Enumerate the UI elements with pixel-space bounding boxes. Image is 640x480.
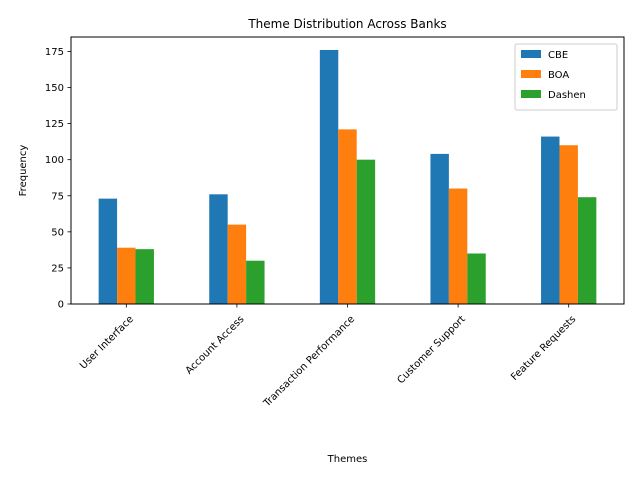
bar-cbe-5 bbox=[541, 136, 560, 304]
bar-boa-4 bbox=[448, 188, 468, 304]
bar-cbe-2 bbox=[209, 194, 228, 304]
bar-dashen-2 bbox=[246, 260, 265, 304]
y-tick-label-7: 175 bbox=[45, 47, 64, 58]
bar-boa-5 bbox=[559, 145, 578, 304]
bar-cbe-3 bbox=[319, 49, 339, 304]
y-tick-label-4: 100 bbox=[45, 155, 64, 166]
y-tick-label-0: 0 bbox=[58, 300, 64, 311]
x-axis-label: Themes bbox=[327, 454, 368, 465]
bar-boa-3 bbox=[338, 129, 357, 304]
x-tick-label-3: Transaction Performance bbox=[261, 314, 357, 410]
y-axis-label: Frequency bbox=[18, 145, 29, 197]
legend-swatch-boa bbox=[521, 70, 541, 78]
bar-dashen-3 bbox=[356, 159, 376, 304]
x-tick-label-1: User Interface bbox=[78, 314, 136, 372]
x-tick-label-5: Feature Requests bbox=[509, 314, 578, 383]
y-tick-label-5: 125 bbox=[45, 119, 64, 130]
x-tick-label-4: Customer Support bbox=[395, 314, 467, 386]
bar-dashen-5 bbox=[577, 197, 597, 304]
legend: CBE BOA Dashen bbox=[514, 43, 618, 111]
bar-boa-1 bbox=[117, 247, 136, 304]
chart-title: Theme Distribution Across Banks bbox=[247, 17, 446, 31]
legend-label-boa: BOA bbox=[548, 70, 569, 81]
y-tick-label-6: 150 bbox=[45, 83, 64, 94]
bar-cbe-1 bbox=[98, 198, 118, 304]
y-tick-label-2: 50 bbox=[51, 227, 64, 238]
legend-swatch-dashen bbox=[521, 90, 541, 98]
x-tick-label-2: Account Access bbox=[184, 314, 247, 377]
legend-label-cbe: CBE bbox=[548, 50, 568, 61]
legend-swatch-cbe bbox=[521, 50, 541, 58]
plot-area: 0 25 50 75 100 125 150 175 User Interface Account… bbox=[45, 47, 597, 410]
y-tick-label-1: 25 bbox=[51, 263, 64, 274]
bar-dashen-4 bbox=[467, 253, 486, 304]
legend-label-dashen: Dashen bbox=[548, 90, 586, 101]
y-tick-label-3: 75 bbox=[51, 191, 64, 202]
bar-cbe-4 bbox=[430, 153, 449, 304]
axes-frame bbox=[70, 36, 625, 305]
bar-dashen-1 bbox=[135, 249, 154, 304]
bar-boa-2 bbox=[227, 224, 247, 304]
